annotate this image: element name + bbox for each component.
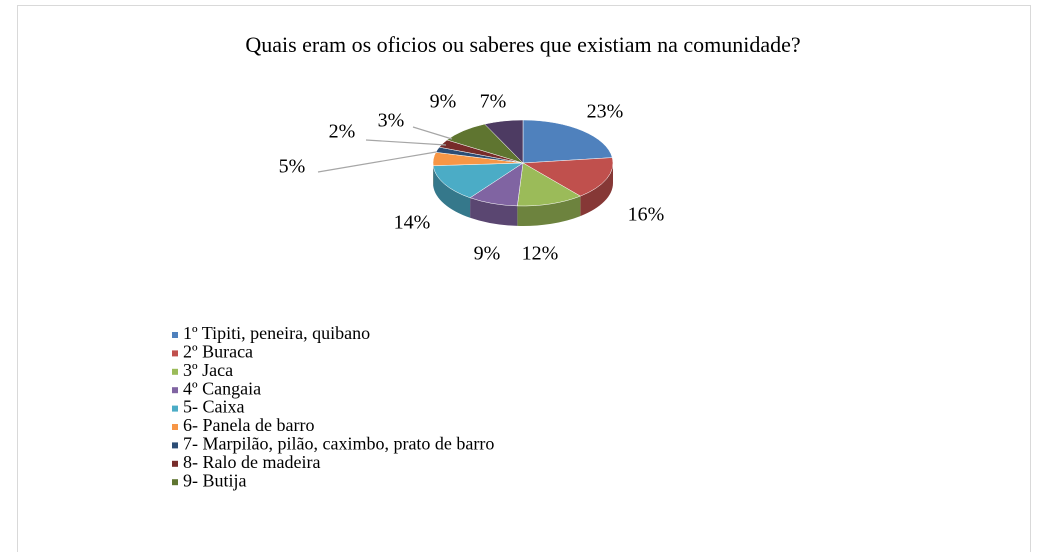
legend-label: 4º Cangaia <box>183 378 261 398</box>
pie-slice <box>522 119 613 164</box>
legend-label: 7- Marpilão, pilão, caximbo, prato de ba… <box>183 434 494 454</box>
leader-line <box>365 139 447 146</box>
legend-label: 6- Panela de barro <box>183 415 314 435</box>
leader-line <box>317 151 437 173</box>
data-label: 23% <box>587 101 624 123</box>
data-label: 9% <box>474 243 501 265</box>
pie-slice <box>517 162 581 207</box>
pie-slice-side <box>517 196 581 226</box>
legend-swatch <box>172 332 178 338</box>
chart-frame <box>17 5 1031 552</box>
chart-title: Quais eram os oficios ou saberes que exi… <box>245 32 800 57</box>
legend-swatch <box>172 460 178 467</box>
legend-swatch <box>172 442 178 449</box>
legend-label: 9- Butija <box>183 470 247 490</box>
data-label: 12% <box>522 243 559 265</box>
pie-slice-side <box>470 197 518 226</box>
pie-slice <box>432 162 524 199</box>
legend-label: 8- Ralo de madeira <box>183 452 320 472</box>
leader-line <box>412 126 453 140</box>
legend-swatch <box>172 368 178 375</box>
pie-slice <box>484 119 524 164</box>
data-label: 9% <box>430 91 457 113</box>
data-label: 3% <box>378 110 405 132</box>
legend-swatch <box>172 424 178 430</box>
legend-swatch <box>172 405 178 412</box>
data-label: 5% <box>279 156 306 178</box>
pie-slice-side <box>433 165 471 218</box>
legend-label: 3º Jaca <box>183 360 233 380</box>
legend-label: 1º Tipiti, peneira, quibano <box>183 323 370 343</box>
data-label: 16% <box>628 204 665 226</box>
pie-slice <box>522 157 614 197</box>
legend-swatch <box>172 387 178 394</box>
legend-label: 5- Caixa <box>183 397 244 417</box>
legend-swatch <box>172 350 178 357</box>
data-label: 7% <box>480 91 507 113</box>
pie-slice-side <box>580 163 613 217</box>
data-label: 2% <box>329 121 356 143</box>
legend-swatch <box>172 479 178 486</box>
legend-label: 2º Buraca <box>183 342 253 362</box>
data-label: 14% <box>394 212 431 234</box>
